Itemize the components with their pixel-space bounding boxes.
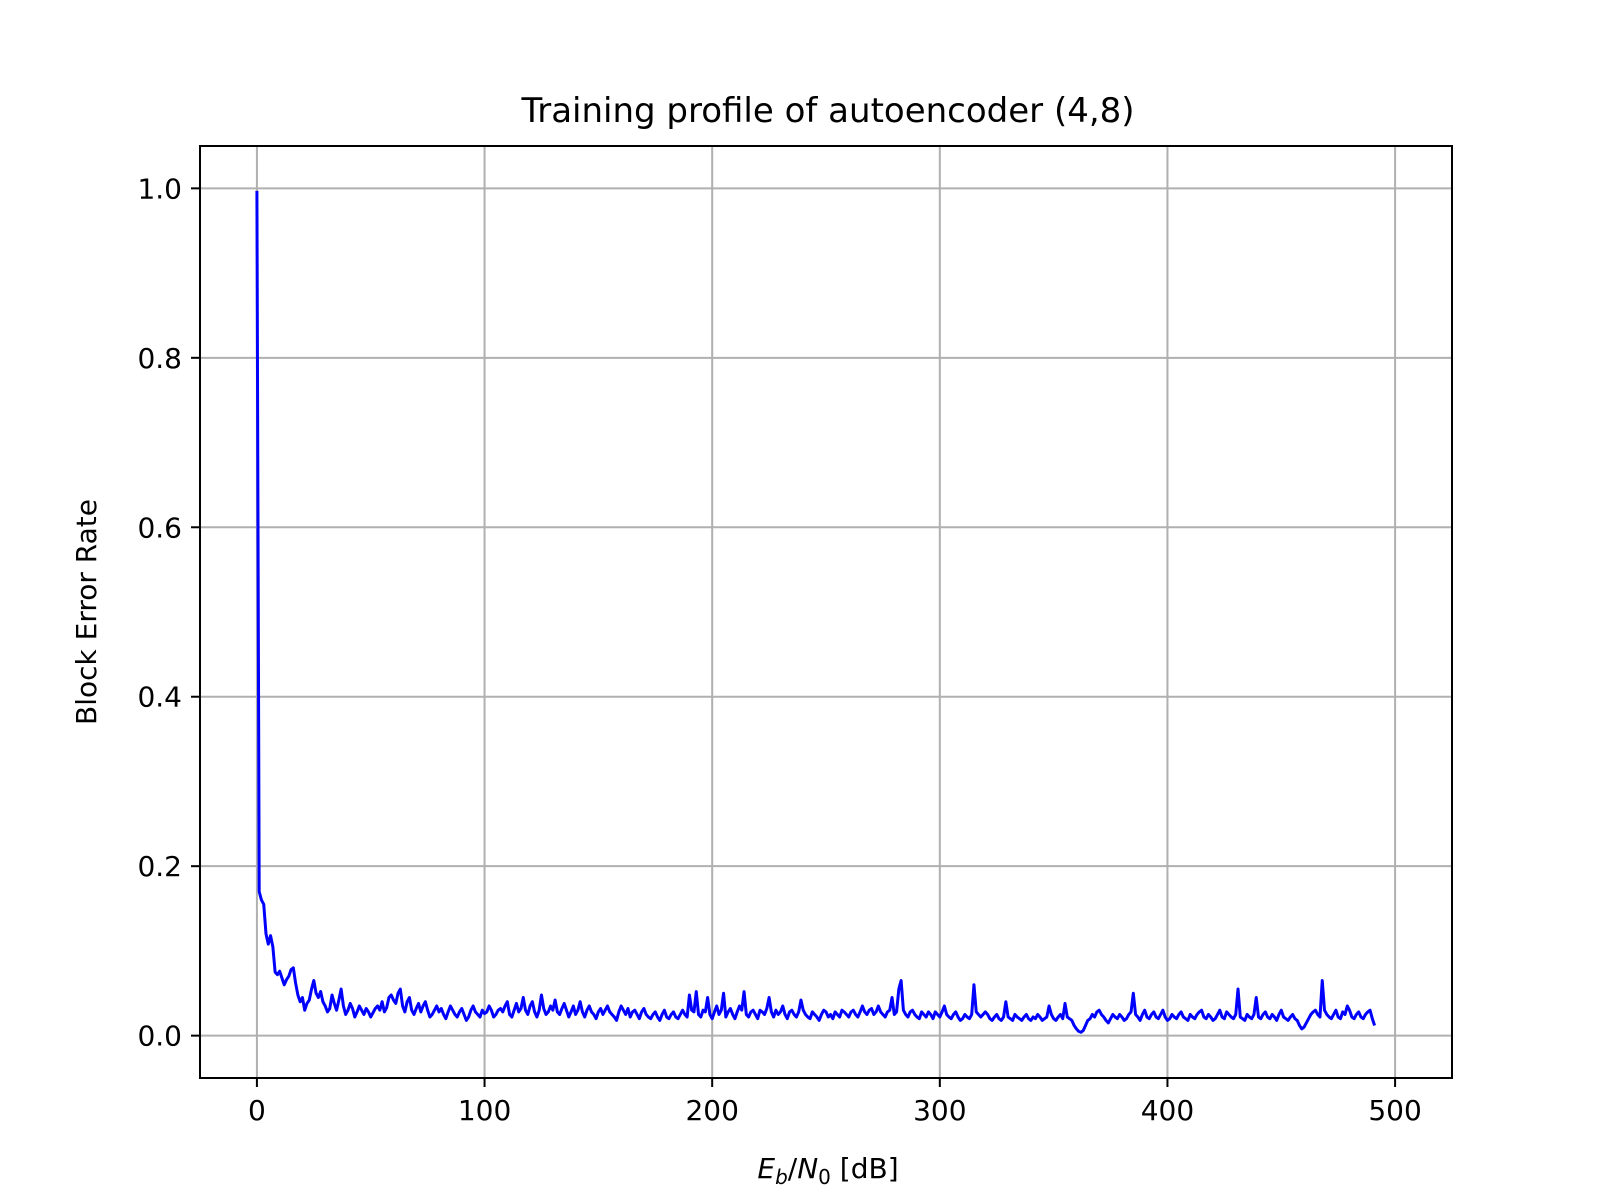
y-tick-label: 0.8 [137, 342, 182, 375]
x-axis-label-n: N [797, 1152, 818, 1185]
x-axis-label-e: E [757, 1152, 775, 1185]
y-tick-label: 0.2 [137, 850, 182, 883]
y-tick-label: 0.0 [137, 1020, 182, 1053]
series-layer [255, 190, 1377, 1034]
x-tick-label: 500 [1368, 1094, 1421, 1127]
x-axis-label-n-sub: 0 [818, 1165, 831, 1189]
y-tick-label: 1.0 [137, 172, 182, 205]
y-tick-label: 0.6 [137, 511, 182, 544]
x-axis-label-slash: / [788, 1152, 798, 1185]
chart-title: Training profile of autoencoder (4,8) [520, 91, 1134, 131]
x-axis-label-unit: [dB] [831, 1152, 899, 1185]
x-tick-label: 400 [1141, 1094, 1194, 1127]
ticks: 0 100 200 300 400 500 0.0 0.2 0.4 0.6 0.8 1.0 [137, 172, 1421, 1127]
x-axis-label: Eb/N0 [dB] [757, 1152, 898, 1189]
y-tick-label: 0.4 [137, 681, 182, 714]
x-tick-label: 200 [685, 1094, 738, 1127]
x-axis-label-e-sub: b [775, 1165, 788, 1189]
x-tick-label: 300 [913, 1094, 966, 1127]
y-axis-label: Block Error Rate [70, 499, 103, 725]
x-tick-label: 0 [248, 1094, 266, 1127]
grid [200, 146, 1452, 1078]
plot-frame [199, 145, 1453, 1079]
series-line [255, 190, 1377, 1034]
x-tick-label: 100 [458, 1094, 511, 1127]
